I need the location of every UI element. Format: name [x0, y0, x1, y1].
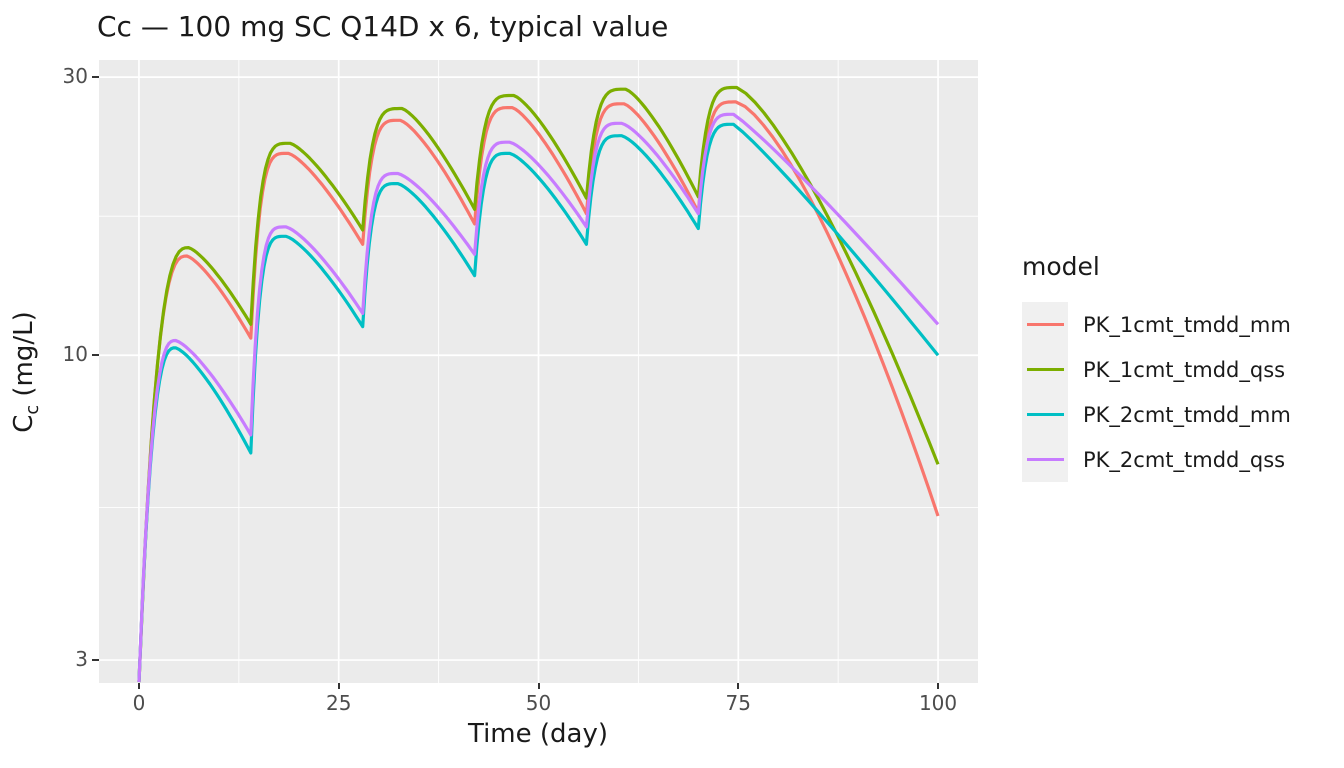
x-tick-mark: [937, 683, 940, 689]
x-tick-label: 75: [725, 691, 751, 715]
legend: model PK_1cmt_tmdd_mm PK_1cmt_tmdd_qss P…: [1022, 252, 1291, 482]
y-axis-title-subscript: c: [23, 404, 44, 415]
y-tick-label: 30: [62, 64, 88, 89]
legend-item: PK_1cmt_tmdd_mm: [1022, 302, 1291, 347]
legend-key-swatch: [1022, 347, 1068, 392]
legend-item-label: PK_2cmt_tmdd_qss: [1083, 447, 1286, 472]
x-axis-title: Time (day): [467, 719, 608, 749]
legend-key-swatch: [1022, 302, 1068, 347]
x-tick-label: 25: [325, 691, 352, 715]
legend-item-label: PK_1cmt_tmdd_qss: [1083, 357, 1286, 382]
plot-title: Cc — 100 mg SC Q14D x 6, typical value: [97, 10, 669, 43]
legend-key-line: [1026, 457, 1064, 462]
x-tick-mark: [337, 683, 340, 689]
plot-panel: [99, 60, 978, 683]
legend-key-line: [1026, 412, 1064, 417]
y-tick-label: 10: [62, 342, 88, 367]
y-axis-title-base: C: [9, 414, 39, 433]
legend-item: PK_2cmt_tmdd_qss: [1022, 437, 1291, 482]
legend-key-line: [1026, 322, 1064, 327]
legend-item-label: PK_1cmt_tmdd_mm: [1083, 312, 1291, 337]
x-tick-label: 100: [918, 691, 958, 715]
series-line-PK_2cmt_tmdd_qss: [137, 112, 940, 683]
x-tick-mark: [537, 683, 540, 689]
legend-item: PK_2cmt_tmdd_mm: [1022, 392, 1291, 437]
legend-key-swatch: [1022, 437, 1068, 482]
legend-item: PK_1cmt_tmdd_qss: [1022, 347, 1291, 392]
legend-item-label: PK_2cmt_tmdd_mm: [1083, 402, 1291, 427]
y-tick-label: 3: [75, 647, 88, 672]
y-tick-mark: [92, 354, 99, 357]
y-tick-mark: [92, 76, 99, 79]
x-tick-mark: [137, 683, 140, 689]
series-line-PK_2cmt_tmdd_mm: [137, 122, 940, 683]
y-tick-mark: [92, 659, 99, 662]
legend-title: model: [1022, 252, 1100, 281]
legend-key-line: [1026, 367, 1064, 372]
x-tick-label: 0: [132, 691, 146, 715]
x-tick-label: 50: [525, 691, 552, 715]
y-axis-title: Cc (mg/L): [9, 212, 45, 532]
x-tick-mark: [737, 683, 740, 689]
major-gridlines: [99, 60, 978, 683]
legend-key-swatch: [1022, 392, 1068, 437]
